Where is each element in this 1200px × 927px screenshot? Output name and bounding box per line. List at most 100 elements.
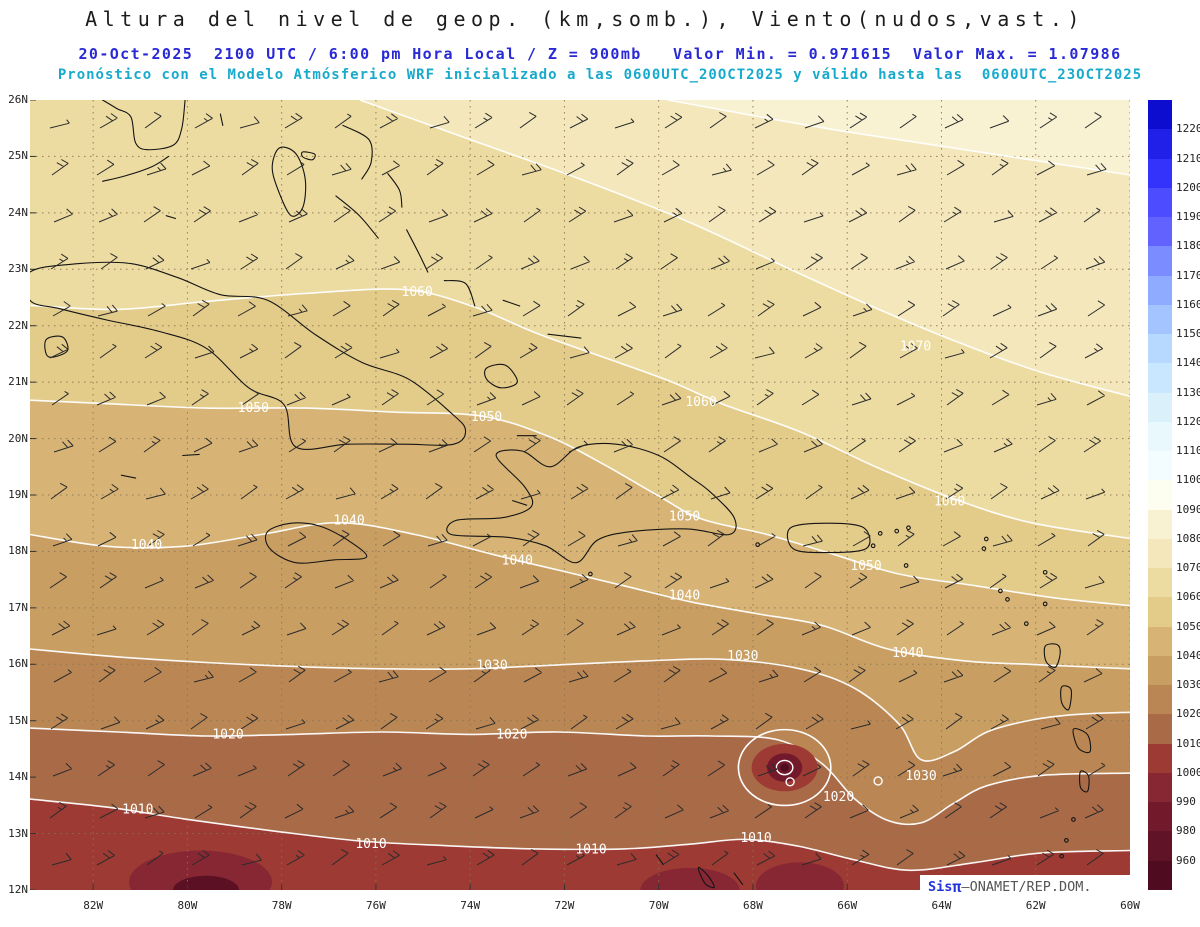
lat-label-25N: 25N <box>8 149 28 163</box>
contour-label-1010: 1010 <box>575 843 606 858</box>
watermark-brand: Sis <box>928 878 953 895</box>
colorbar-cell <box>1148 421 1172 452</box>
colorbar-label-980: 980 <box>1176 824 1196 838</box>
coastline-gonave <box>512 500 528 506</box>
lon-label-82W: 82W <box>83 899 104 912</box>
contour-label-1060: 1060 <box>402 285 433 300</box>
colorbar-label-1010: 1010 <box>1176 736 1200 750</box>
contour-label-1060: 1060 <box>934 494 965 509</box>
coastline-cat-island <box>387 172 403 208</box>
colorbar-cell <box>1148 626 1172 657</box>
contour-label-1030: 1030 <box>905 769 936 784</box>
lon-label-78W: 78W <box>271 899 292 912</box>
colorbar-cell <box>1148 860 1172 891</box>
contour-line-1080 <box>667 100 1130 176</box>
coastline-cay-sal <box>165 215 177 220</box>
lon-label-76W: 76W <box>365 899 386 912</box>
contour-line-1010 <box>30 798 1130 872</box>
colorbar-cell <box>1148 304 1172 335</box>
colorbar-label-1090: 1090 <box>1176 502 1200 516</box>
height-contours <box>30 100 1130 872</box>
coastline-st-lucia <box>1079 770 1090 793</box>
watermark-pi-icon: π <box>952 877 962 896</box>
watermark-org: ONAMET/REP.DOM. <box>969 878 1092 895</box>
island-dot <box>903 563 909 568</box>
colorbar-label-1160: 1160 <box>1176 297 1200 311</box>
island-dot <box>998 588 1003 594</box>
coastline-caicos <box>547 333 582 339</box>
wind-barbs <box>49 111 1107 866</box>
lat-label-15N: 15N <box>8 713 28 727</box>
low-inner-contour <box>775 759 794 776</box>
lon-label-62W: 62W <box>1025 899 1046 912</box>
low-outer-contour <box>737 728 832 807</box>
colorbar-label-1190: 1190 <box>1176 210 1200 224</box>
colorbar-cell <box>1148 392 1172 423</box>
low-center-dot <box>780 763 789 772</box>
coastline-new-providence <box>301 151 316 161</box>
colorbar-label-1040: 1040 <box>1176 648 1200 662</box>
colorbar-label-1060: 1060 <box>1176 590 1200 604</box>
coastline-bonaire <box>733 872 744 885</box>
coastline-florida <box>102 100 186 151</box>
colorbar-cell <box>1148 100 1172 130</box>
lat-label-22N: 22N <box>8 318 28 332</box>
lon-label-68W: 68W <box>743 899 763 912</box>
colorbar-cell <box>1148 217 1172 247</box>
contour-label-1040: 1040 <box>892 646 923 661</box>
colorbar-cell <box>1148 480 1172 511</box>
coastline-great-inagua <box>484 363 518 389</box>
coastline-jamaica <box>264 522 368 564</box>
coastline-guadeloupe <box>1043 643 1061 668</box>
coastline-exuma-chain <box>335 195 379 239</box>
colorbar-cell <box>1148 129 1172 159</box>
contour-label-1020: 1020 <box>212 727 243 742</box>
colorbar-label-990: 990 <box>1176 795 1196 809</box>
coastline-cuba <box>30 261 467 450</box>
forecast-map: 1070 1060 1060 1060 1050 1050 1050 1050 1040 1040… <box>30 100 1130 890</box>
colorbar-cell <box>1148 802 1172 832</box>
dark-patch <box>173 875 239 890</box>
contour-label-1030: 1030 <box>476 659 507 674</box>
contour-label-1060: 1060 <box>685 395 716 410</box>
lat-label-23N: 23N <box>8 262 28 276</box>
colorbar-cell <box>1148 363 1172 394</box>
colorbar-label-1140: 1140 <box>1176 356 1200 370</box>
lat-label-14N: 14N <box>8 770 28 784</box>
coastline-cayman-grand <box>120 474 137 479</box>
island-dot <box>1042 569 1048 575</box>
colorbar-label-960: 960 <box>1176 853 1196 867</box>
colorbar-cell <box>1148 509 1172 540</box>
colorbar-label-1070: 1070 <box>1176 561 1200 575</box>
contour-label-1050: 1050 <box>238 401 269 416</box>
watermark-separator: – <box>961 878 970 895</box>
colorbar-cell <box>1148 655 1172 686</box>
coastline-crooked-acklins <box>443 280 476 307</box>
colorbar <box>1148 100 1172 891</box>
axis-ticks <box>30 100 1130 890</box>
colorbar-label-1020: 1020 <box>1176 707 1200 721</box>
colorbar-cell <box>1148 568 1172 598</box>
subtitle-datetime-level: 20-Oct-2025 2100 UTC / 6:00 pm Hora Loca… <box>78 45 1122 63</box>
coastline-eleuthera <box>342 124 373 180</box>
contour-label-1040: 1040 <box>333 513 364 528</box>
colorbar-label-1130: 1130 <box>1176 385 1200 399</box>
contour-label-1050: 1050 <box>471 410 502 425</box>
dark-patch <box>640 867 740 890</box>
colorbar-label-1200: 1200 <box>1176 180 1200 194</box>
contour-line-1040 <box>30 521 1130 670</box>
coastline-andros <box>271 146 307 217</box>
contour-line-1070 <box>359 100 1130 398</box>
small-closed-contour <box>873 776 883 786</box>
contour-line-1020 <box>30 727 1130 826</box>
page-title: Altura del nivel de geop. (km,somb.), Vi… <box>85 7 1085 31</box>
contour-line-1030 <box>30 648 1130 762</box>
contour-line-1060 <box>30 288 1130 540</box>
lon-label-74W: 74W <box>460 899 481 912</box>
contour-label-1010: 1010 <box>355 837 386 852</box>
colorbar-cell <box>1148 538 1172 569</box>
lat-label-17N: 17N <box>8 600 28 614</box>
dark-patch <box>756 862 844 890</box>
coastlines <box>30 100 1092 890</box>
colorbar-cell <box>1148 714 1172 745</box>
